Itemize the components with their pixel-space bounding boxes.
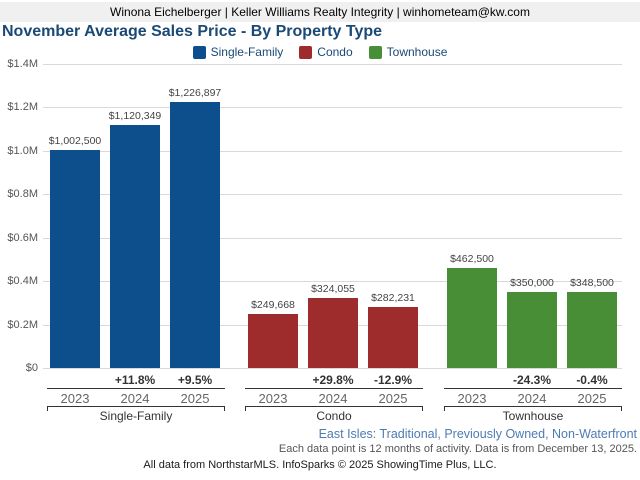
y-axis-tick-label: $0.4M bbox=[7, 275, 38, 288]
legend-label: Condo bbox=[317, 45, 353, 59]
bar bbox=[368, 306, 418, 368]
bar-value-label: $348,500 bbox=[570, 277, 614, 290]
group-bracket bbox=[245, 406, 423, 411]
year-label: 2023 bbox=[60, 391, 90, 406]
year-label: 2024 bbox=[517, 391, 547, 406]
gridline bbox=[43, 150, 622, 152]
legend-color-swatch bbox=[192, 45, 206, 59]
y-axis-tick-label: $1.2M bbox=[7, 101, 38, 114]
bar-value-label: $350,000 bbox=[510, 277, 554, 289]
gridline bbox=[43, 237, 622, 239]
group-axis-line bbox=[47, 388, 225, 389]
bar-value-label: $1,002,500 bbox=[48, 135, 102, 148]
bar-value-label: $1,226,897 bbox=[168, 86, 222, 99]
agent-contact-text: Winona Eichelberger | Keller Williams Re… bbox=[110, 5, 530, 19]
pct-change-label: +9.5% bbox=[177, 373, 213, 387]
bar bbox=[447, 267, 497, 368]
group-label: Condo bbox=[316, 409, 352, 423]
chart-legend: Single-Family Condo Townhouse bbox=[0, 45, 640, 59]
bar-value-label: $249,668 bbox=[251, 298, 295, 311]
bar bbox=[248, 313, 298, 368]
legend-color-swatch bbox=[368, 45, 382, 59]
pct-change-label: +11.8% bbox=[114, 373, 156, 387]
bar bbox=[567, 292, 617, 368]
year-label: 2023 bbox=[457, 391, 487, 406]
segment-filters-text: East Isles: Traditional, Previously Owne… bbox=[318, 427, 637, 441]
y-axis-tick-label: $0.2M bbox=[7, 318, 38, 331]
copyright-text: All data from NorthstarMLS. InfoSparks ©… bbox=[143, 459, 497, 471]
data-note-text: Each data point is 12 months of activity… bbox=[278, 443, 637, 455]
year-label: 2025 bbox=[180, 391, 210, 406]
legend-label: Single-Family bbox=[210, 45, 284, 59]
year-label: 2025 bbox=[577, 391, 607, 406]
legend-label: Townhouse bbox=[386, 45, 448, 59]
pct-change-label: +29.8% bbox=[312, 373, 354, 387]
y-axis-tick-label: $0.8M bbox=[7, 188, 38, 201]
gridline bbox=[43, 368, 622, 369]
chart-title: November Average Sales Price - By Proper… bbox=[2, 23, 383, 40]
group-bracket bbox=[444, 406, 622, 411]
group-axis-line bbox=[444, 388, 622, 389]
bar bbox=[50, 150, 100, 368]
pct-change-label: -24.3% bbox=[512, 373, 552, 387]
bar bbox=[170, 101, 220, 368]
y-axis-tick-label: $0 bbox=[25, 362, 38, 374]
group-axis-line bbox=[245, 388, 423, 389]
gridline bbox=[43, 194, 622, 196]
bar-value-label: $324,055 bbox=[311, 282, 355, 295]
bar-value-label: $1,120,349 bbox=[108, 109, 162, 122]
gridline bbox=[43, 107, 622, 109]
year-label: 2024 bbox=[120, 391, 150, 406]
y-axis-tick-label: $0.6M bbox=[7, 231, 38, 244]
legend-color-swatch bbox=[299, 45, 313, 59]
agent-contact-bar: Winona Eichelberger | Keller Williams Re… bbox=[0, 2, 640, 22]
year-label: 2024 bbox=[318, 391, 348, 406]
bar-value-label: $282,231 bbox=[371, 291, 415, 304]
gridline bbox=[43, 281, 622, 283]
group-bracket bbox=[47, 406, 225, 411]
pct-change-label: -0.4% bbox=[576, 373, 608, 387]
year-label: 2025 bbox=[378, 391, 408, 406]
group-label: Townhouse bbox=[502, 409, 564, 423]
legend-item: Condo bbox=[299, 45, 353, 59]
pct-change-label: -12.9% bbox=[373, 373, 413, 387]
y-axis-tick-label: $1.4M bbox=[7, 58, 38, 70]
legend-item: Single-Family bbox=[192, 45, 284, 59]
group-label: Single-Family bbox=[99, 409, 173, 423]
legend-item: Townhouse bbox=[368, 45, 448, 59]
bar bbox=[507, 292, 557, 368]
gridline bbox=[43, 64, 622, 65]
y-axis-tick-label: $1.0M bbox=[7, 144, 38, 157]
bar bbox=[308, 297, 358, 368]
year-label: 2023 bbox=[258, 391, 288, 406]
bar bbox=[110, 124, 160, 368]
bar-value-label: $462,500 bbox=[450, 252, 494, 265]
